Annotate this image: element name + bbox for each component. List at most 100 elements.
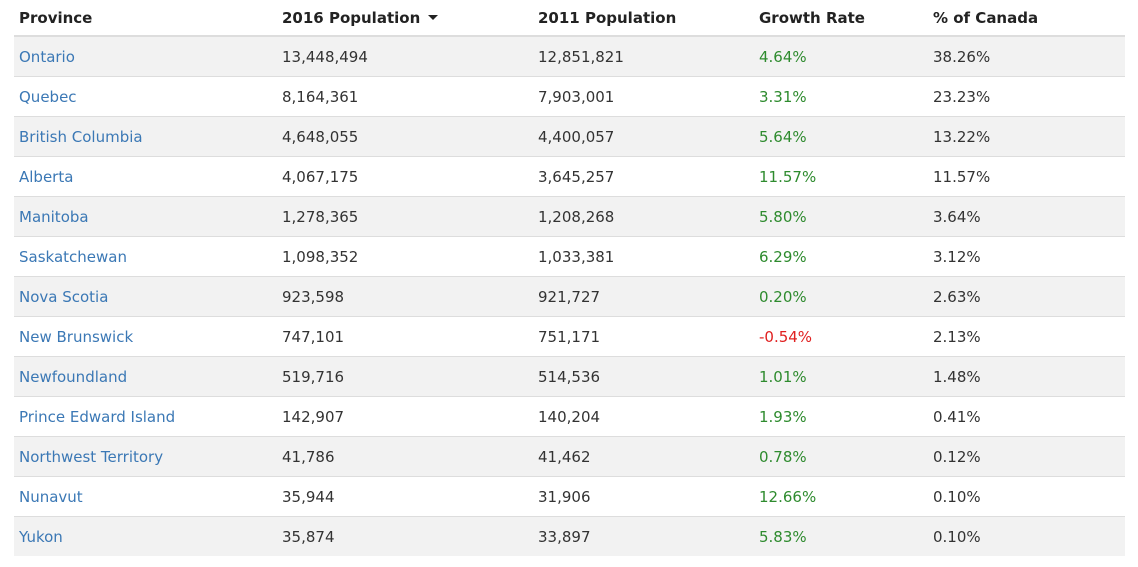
growth-rate-cell: 6.29% bbox=[754, 236, 928, 277]
table-row: Prince Edward Island 142,907 140,204 1.93% 0… bbox=[14, 396, 1125, 437]
population-2016-cell: 4,648,055 bbox=[277, 116, 533, 157]
province-link[interactable]: New Brunswick bbox=[19, 327, 134, 346]
table-row: Ontario 13,448,494 12,851,821 4.64% 38.26% bbox=[14, 35, 1125, 77]
table-row: Nova Scotia 923,598 921,727 0.20% 2.63% bbox=[14, 276, 1125, 317]
province-link[interactable]: Prince Edward Island bbox=[19, 407, 176, 426]
province-cell: Newfoundland bbox=[14, 356, 277, 397]
province-cell: British Columbia bbox=[14, 116, 277, 157]
growth-rate-cell: 0.78% bbox=[754, 436, 928, 477]
column-header-label: 2016 Population bbox=[282, 8, 421, 27]
growth-rate-cell: 1.93% bbox=[754, 396, 928, 437]
population-2016-cell: 1,098,352 bbox=[277, 236, 533, 277]
population-2011-cell: 3,645,257 bbox=[533, 156, 754, 197]
province-link[interactable]: Newfoundland bbox=[19, 367, 128, 386]
province-link[interactable]: Yukon bbox=[19, 527, 63, 546]
province-link[interactable]: Ontario bbox=[19, 47, 75, 66]
province-link[interactable]: British Columbia bbox=[19, 127, 143, 146]
percent-of-canada-cell: 2.63% bbox=[928, 276, 1125, 317]
population-2011-cell: 33,897 bbox=[533, 516, 754, 556]
population-2011-cell: 514,536 bbox=[533, 356, 754, 397]
population-2016-cell: 747,101 bbox=[277, 316, 533, 357]
population-2011-cell: 140,204 bbox=[533, 396, 754, 437]
population-table-container: Province 2016 Population 2011 Population… bbox=[14, 0, 1125, 556]
column-header-percent-of-canada[interactable]: % of Canada bbox=[928, 0, 1125, 37]
column-header-growth-rate[interactable]: Growth Rate bbox=[754, 0, 928, 37]
population-2011-cell: 12,851,821 bbox=[533, 35, 754, 77]
province-cell: Northwest Territory bbox=[14, 436, 277, 477]
province-cell: New Brunswick bbox=[14, 316, 277, 357]
percent-of-canada-cell: 3.64% bbox=[928, 196, 1125, 237]
population-2011-cell: 1,033,381 bbox=[533, 236, 754, 277]
population-2016-cell: 4,067,175 bbox=[277, 156, 533, 197]
population-2011-cell: 4,400,057 bbox=[533, 116, 754, 157]
growth-rate-cell: 4.64% bbox=[754, 35, 928, 77]
percent-of-canada-cell: 0.10% bbox=[928, 476, 1125, 517]
table-body: Ontario 13,448,494 12,851,821 4.64% 38.26% Qu… bbox=[14, 35, 1125, 556]
percent-of-canada-cell: 3.12% bbox=[928, 236, 1125, 277]
population-2016-cell: 142,907 bbox=[277, 396, 533, 437]
percent-of-canada-cell: 1.48% bbox=[928, 356, 1125, 397]
column-header-label: % of Canada bbox=[933, 8, 1039, 27]
population-2016-cell: 35,944 bbox=[277, 476, 533, 517]
percent-of-canada-cell: 13.22% bbox=[928, 116, 1125, 157]
growth-rate-cell: 1.01% bbox=[754, 356, 928, 397]
percent-of-canada-cell: 23.23% bbox=[928, 76, 1125, 117]
table-row: Manitoba 1,278,365 1,208,268 5.80% 3.64% bbox=[14, 196, 1125, 237]
column-header-2011-population[interactable]: 2011 Population bbox=[533, 0, 754, 37]
growth-rate-cell: 5.64% bbox=[754, 116, 928, 157]
province-cell: Nova Scotia bbox=[14, 276, 277, 317]
table-row: Northwest Territory 41,786 41,462 0.78% 0.12… bbox=[14, 436, 1125, 477]
population-2016-cell: 13,448,494 bbox=[277, 35, 533, 77]
province-cell: Quebec bbox=[14, 76, 277, 117]
table-header: Province 2016 Population 2011 Population… bbox=[14, 0, 1125, 37]
population-2016-cell: 923,598 bbox=[277, 276, 533, 317]
population-2011-cell: 7,903,001 bbox=[533, 76, 754, 117]
growth-rate-cell: 11.57% bbox=[754, 156, 928, 197]
growth-rate-cell: 3.31% bbox=[754, 76, 928, 117]
population-2011-cell: 921,727 bbox=[533, 276, 754, 317]
province-link[interactable]: Nunavut bbox=[19, 487, 83, 506]
growth-rate-cell: -0.54% bbox=[754, 316, 928, 357]
growth-rate-cell: 5.83% bbox=[754, 516, 928, 556]
percent-of-canada-cell: 0.10% bbox=[928, 516, 1125, 556]
header-row: Province 2016 Population 2011 Population… bbox=[14, 0, 1125, 37]
population-2016-cell: 519,716 bbox=[277, 356, 533, 397]
population-2016-cell: 41,786 bbox=[277, 436, 533, 477]
table-row: Quebec 8,164,361 7,903,001 3.31% 23.23% bbox=[14, 76, 1125, 117]
province-link[interactable]: Northwest Territory bbox=[19, 447, 164, 466]
population-2016-cell: 35,874 bbox=[277, 516, 533, 556]
province-cell: Yukon bbox=[14, 516, 277, 556]
column-header-province[interactable]: Province bbox=[14, 0, 277, 37]
population-2011-cell: 31,906 bbox=[533, 476, 754, 517]
province-link[interactable]: Quebec bbox=[19, 87, 77, 106]
province-link[interactable]: Alberta bbox=[19, 167, 74, 186]
table-row: Newfoundland 519,716 514,536 1.01% 1.48% bbox=[14, 356, 1125, 397]
population-table: Province 2016 Population 2011 Population… bbox=[14, 0, 1125, 556]
percent-of-canada-cell: 2.13% bbox=[928, 316, 1125, 357]
population-2011-cell: 1,208,268 bbox=[533, 196, 754, 237]
population-2016-cell: 8,164,361 bbox=[277, 76, 533, 117]
growth-rate-cell: 0.20% bbox=[754, 276, 928, 317]
province-cell: Nunavut bbox=[14, 476, 277, 517]
province-cell: Manitoba bbox=[14, 196, 277, 237]
province-cell: Ontario bbox=[14, 35, 277, 77]
province-cell: Prince Edward Island bbox=[14, 396, 277, 437]
column-header-label: Province bbox=[19, 8, 93, 27]
growth-rate-cell: 12.66% bbox=[754, 476, 928, 517]
province-link[interactable]: Saskatchewan bbox=[19, 247, 127, 266]
sort-descending-icon bbox=[428, 14, 439, 20]
column-header-label: 2011 Population bbox=[538, 8, 677, 27]
population-2016-cell: 1,278,365 bbox=[277, 196, 533, 237]
province-link[interactable]: Manitoba bbox=[19, 207, 89, 226]
column-header-2016-population[interactable]: 2016 Population bbox=[277, 0, 533, 37]
population-2011-cell: 751,171 bbox=[533, 316, 754, 357]
province-link[interactable]: Nova Scotia bbox=[19, 287, 109, 306]
table-row: British Columbia 4,648,055 4,400,057 5.64% 1… bbox=[14, 116, 1125, 157]
percent-of-canada-cell: 38.26% bbox=[928, 35, 1125, 77]
province-cell: Saskatchewan bbox=[14, 236, 277, 277]
percent-of-canada-cell: 0.41% bbox=[928, 396, 1125, 437]
table-row: Nunavut 35,944 31,906 12.66% 0.10% bbox=[14, 476, 1125, 517]
percent-of-canada-cell: 0.12% bbox=[928, 436, 1125, 477]
table-row: Saskatchewan 1,098,352 1,033,381 6.29% 3.12% bbox=[14, 236, 1125, 277]
percent-of-canada-cell: 11.57% bbox=[928, 156, 1125, 197]
